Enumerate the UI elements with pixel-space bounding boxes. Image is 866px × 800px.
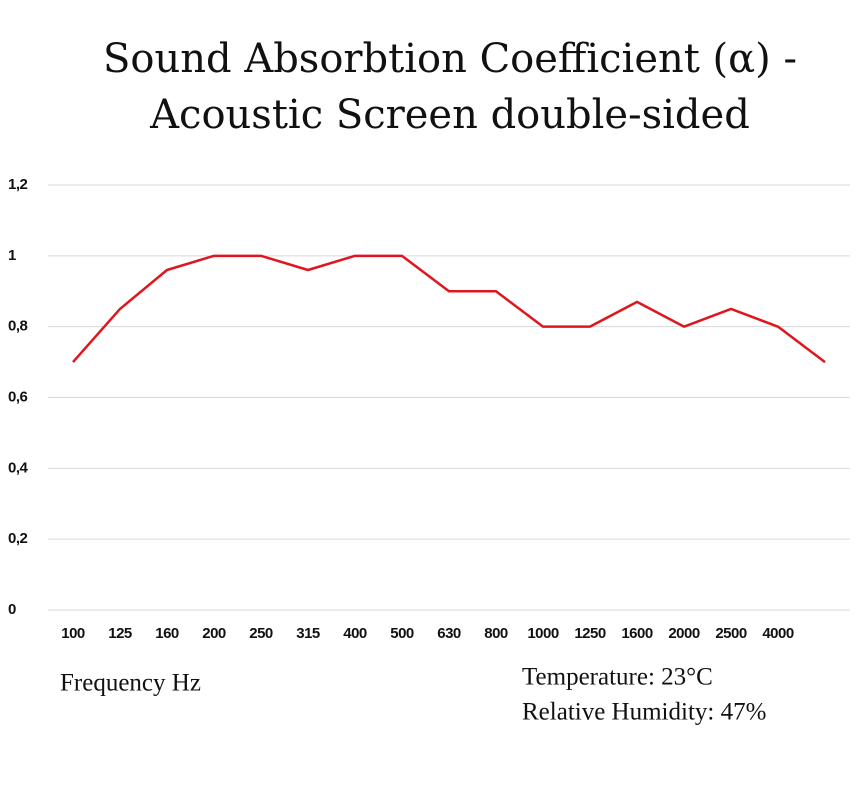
x-tick-label: 1250 (574, 625, 606, 642)
x-tick-label: 250 (249, 625, 273, 642)
x-tick-label: 125 (108, 625, 132, 642)
annotation: Relative Humidity: 47% (522, 699, 766, 726)
y-tick-label: 0,2 (8, 530, 28, 547)
x-tick-label: 1600 (621, 625, 653, 642)
y-tick-label: 0,4 (8, 459, 29, 476)
chart-title: Acoustic Screen double-sided (149, 92, 750, 138)
x-tick-label: 100 (61, 625, 85, 642)
x-tick-label: 800 (484, 625, 508, 642)
y-tick-label: 0,6 (8, 388, 28, 405)
annotation: Temperature: 23°C (522, 664, 713, 691)
x-tick-label: 160 (155, 625, 179, 642)
chart-title: Sound Absorbtion Coefficient (α) - (103, 36, 797, 82)
data-line (72, 254, 826, 364)
x-tick-label: 2000 (668, 625, 700, 642)
y-tick-label: 1 (8, 247, 16, 264)
x-tick-label: 400 (343, 625, 367, 642)
x-tick-label: 315 (296, 625, 320, 642)
x-tick-label: 500 (390, 625, 414, 642)
y-tick-label: 1,2 (8, 176, 28, 193)
x-tick-label: 200 (202, 625, 226, 642)
x-axis-label: Frequency Hz (60, 670, 201, 697)
y-tick-label: 0,8 (8, 318, 28, 335)
x-tick-label: 2500 (715, 625, 747, 642)
x-tick-label: 630 (437, 625, 461, 642)
x-tick-label: 1000 (527, 625, 559, 642)
y-tick-label: 0 (8, 601, 16, 618)
x-tick-label: 4000 (762, 625, 794, 642)
